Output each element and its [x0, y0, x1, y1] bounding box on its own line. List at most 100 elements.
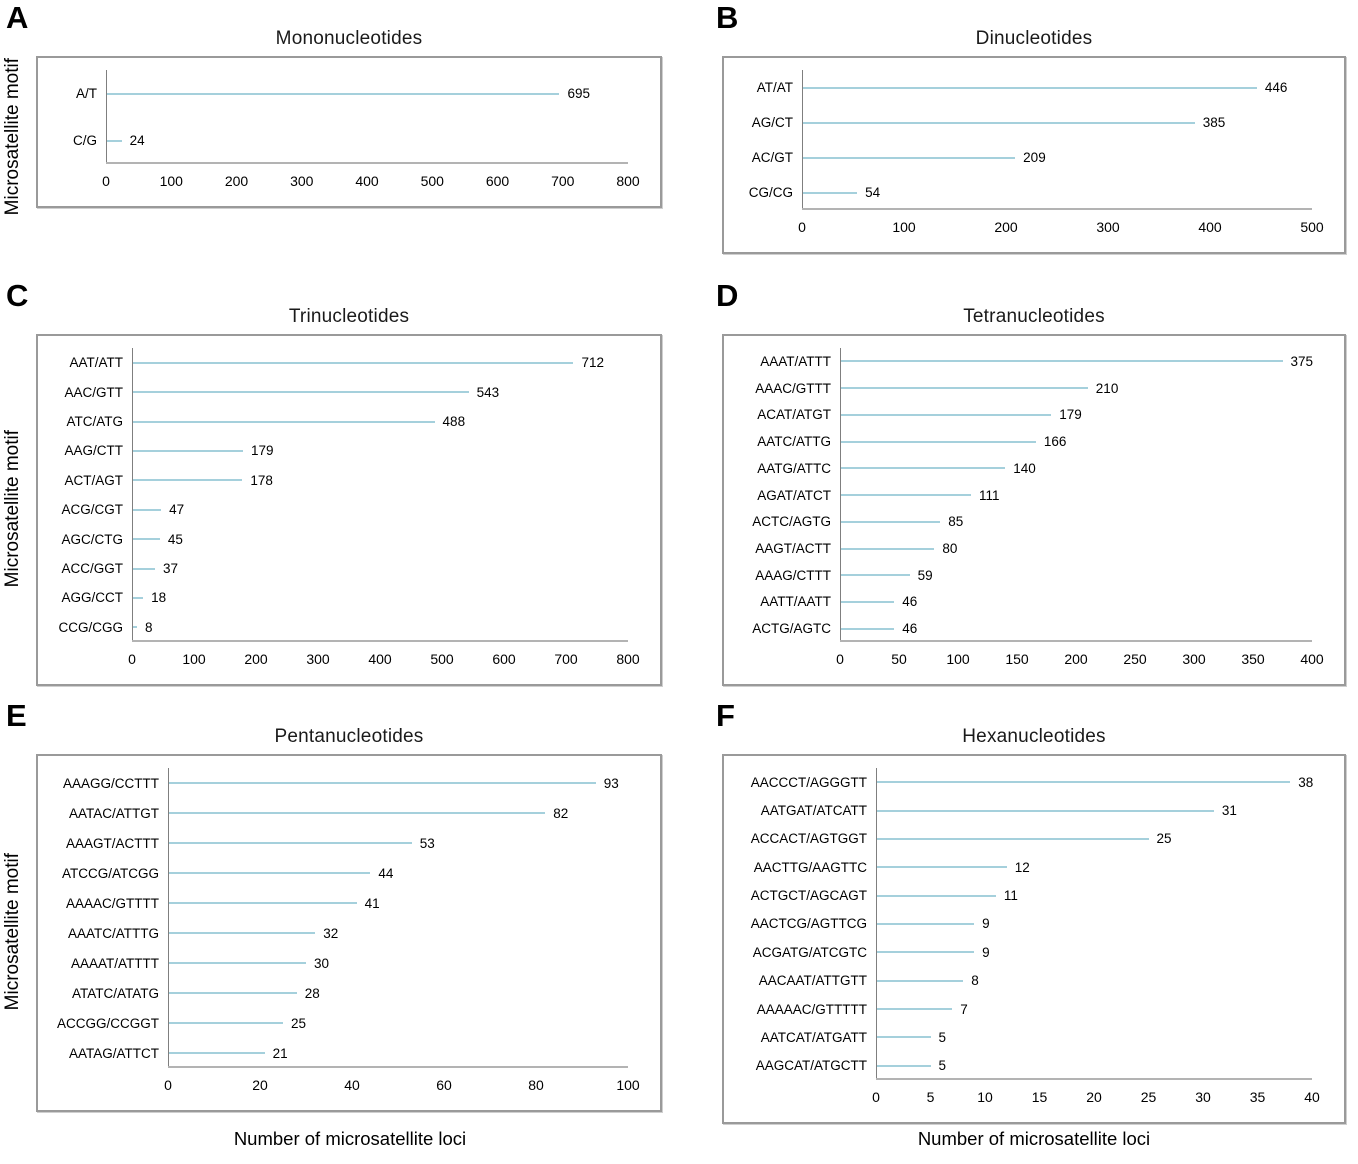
bar-row: ACT/AGT 178 — [48, 466, 628, 495]
bar-cell: 37 — [132, 561, 628, 576]
bar — [168, 932, 316, 934]
bar-cell: 30 — [168, 956, 628, 971]
bar-cell: 44 — [168, 866, 628, 881]
tick-label: 5 — [926, 1089, 935, 1105]
category-label: AAAAAC/GTTTTT — [756, 1001, 867, 1017]
panel-letter: E — [6, 698, 27, 733]
bar-cell: 166 — [840, 434, 1312, 449]
value-label: 543 — [476, 384, 500, 400]
value-label: 12 — [1014, 859, 1030, 875]
bar — [876, 1036, 931, 1039]
plot: AAT/ATT 712 AAC/GTT 543 ATC/ATG 488 AAG/CTT 179… — [48, 348, 640, 678]
y-axis-line — [132, 348, 133, 642]
bar-cell: 24 — [106, 133, 628, 148]
value-label: 695 — [567, 86, 591, 101]
category-label: AATG/ATTC — [757, 460, 831, 476]
tick-label: 60 — [436, 1077, 452, 1093]
bar — [840, 547, 935, 550]
bar — [876, 837, 1149, 840]
category-label: AGG/CCT — [61, 590, 123, 606]
y-axis-label-text: Microsatellite motif — [2, 853, 23, 1011]
bar-row: AATAC/ATTGT 82 — [48, 798, 628, 828]
bar-row: AATC/ATTG 166 — [734, 428, 1312, 455]
tick-label: 250 — [1123, 651, 1147, 667]
category-label: AGC/CTG — [61, 531, 123, 547]
tick-label: 0 — [798, 219, 806, 235]
bar-cell: 9 — [876, 945, 1312, 960]
value-label: 712 — [581, 355, 604, 371]
bar-row: AATAG/ATTCT 21 — [48, 1038, 628, 1068]
category-label: AAAC/GTTT — [755, 380, 831, 396]
category-label: AAAGT/ACTTT — [65, 835, 159, 851]
bar-cell: 543 — [132, 385, 628, 400]
panel-letter: C — [6, 278, 29, 313]
bar-row: AACTCG/AGTTCG 9 — [734, 910, 1312, 938]
bar — [168, 842, 412, 844]
bar-cell: 178 — [132, 473, 628, 488]
y-axis-label-row2: Microsatellite motif — [0, 334, 26, 684]
bar — [876, 894, 996, 897]
value-label: 53 — [419, 835, 435, 851]
tick-label: 100 — [616, 1077, 640, 1093]
y-axis-label-row1: Microsatellite motif — [0, 58, 26, 274]
chart-title: Dinucleotides — [975, 28, 1093, 49]
bar-cell: 46 — [840, 594, 1312, 609]
value-label: 5 — [938, 1029, 947, 1045]
bar — [876, 979, 964, 982]
bar — [840, 600, 895, 603]
value-label: 178 — [250, 472, 273, 488]
bar-cell: 179 — [840, 407, 1312, 422]
bar — [168, 902, 357, 904]
bar-row: AG/CT 385 — [734, 105, 1312, 140]
chart-plot-area: AACCCT/AGGGTT 38 AATGAT/ATCATT 31 ACCACT/AGT… — [722, 754, 1346, 1124]
bar-cell: 8 — [132, 620, 628, 635]
bar — [876, 866, 1007, 869]
tick-label: 0 — [836, 651, 844, 667]
tick-label: 300 — [1182, 651, 1206, 667]
category-label: ACCACT/AGTGGT — [750, 831, 867, 847]
category-label: AATGAT/ATCATT — [760, 803, 867, 819]
plot: AAAT/ATTT 375 AAAC/GTTT 210 ACAT/ATGT 179 AATC… — [734, 348, 1324, 678]
category-label: ACTGCT/AGCAGT — [750, 888, 867, 904]
chart-title: Pentanucleotides — [274, 726, 424, 747]
tick-label: 700 — [554, 651, 578, 667]
bars-region: AAAGG/CCTTT 93 AATAC/ATTGT 82 AAAGT/ACTTT 53 A… — [48, 768, 628, 1068]
value-label: 28 — [304, 985, 320, 1001]
value-label: 37 — [162, 561, 178, 577]
bar-row: AAATC/ATTTG 32 — [48, 918, 628, 948]
chart-plot-area: AAAT/ATTT 375 AAAC/GTTT 210 ACAT/ATGT 179 AATC… — [722, 334, 1346, 686]
bar — [840, 467, 1006, 470]
bar — [876, 1064, 931, 1067]
y-axis-line — [876, 768, 877, 1080]
bar-cell: 59 — [840, 568, 1312, 583]
bar-row: ACTG/AGTC 46 — [734, 615, 1312, 642]
tick-label: 400 — [355, 173, 379, 189]
bar-row: AAG/CTT 179 — [48, 436, 628, 465]
value-label: 140 — [1013, 460, 1036, 476]
category-label: ACAT/ATGT — [757, 407, 831, 423]
category-label: AAGCAT/ATGCTT — [755, 1058, 867, 1074]
category-label: AATCAT/ATGATT — [760, 1029, 867, 1045]
bar-row: AAT/ATT 712 — [48, 348, 628, 377]
tick-label: 400 — [1198, 219, 1222, 235]
value-label: 85 — [948, 514, 964, 530]
bar — [840, 387, 1088, 390]
bar-row: ACTC/AGTG 85 — [734, 508, 1312, 535]
bars-region: A/T 695 C/G 24 — [48, 70, 628, 164]
tick-label: 500 — [420, 173, 444, 189]
bar-cell: 25 — [168, 1016, 628, 1031]
value-label: 8 — [144, 619, 153, 635]
category-label: AATC/ATTG — [757, 434, 831, 450]
chart-title: Tetranucleotides — [963, 306, 1105, 327]
bar-row: ATC/ATG 488 — [48, 407, 628, 436]
value-label: 30 — [314, 955, 330, 971]
bar-row: AAAGG/CCTTT 93 — [48, 768, 628, 798]
bar-cell: 31 — [876, 803, 1312, 818]
value-label: 375 — [1290, 353, 1314, 369]
bar — [876, 1008, 953, 1011]
chart-plot-area: AAT/ATT 712 AAC/GTT 543 ATC/ATG 488 AAG/CTT 179… — [36, 334, 662, 686]
category-label: AG/CT — [751, 115, 793, 130]
bar-row: AAAAC/GTTTT 41 — [48, 888, 628, 918]
bar-cell: 45 — [132, 532, 628, 547]
bar-cell: 8 — [876, 973, 1312, 988]
